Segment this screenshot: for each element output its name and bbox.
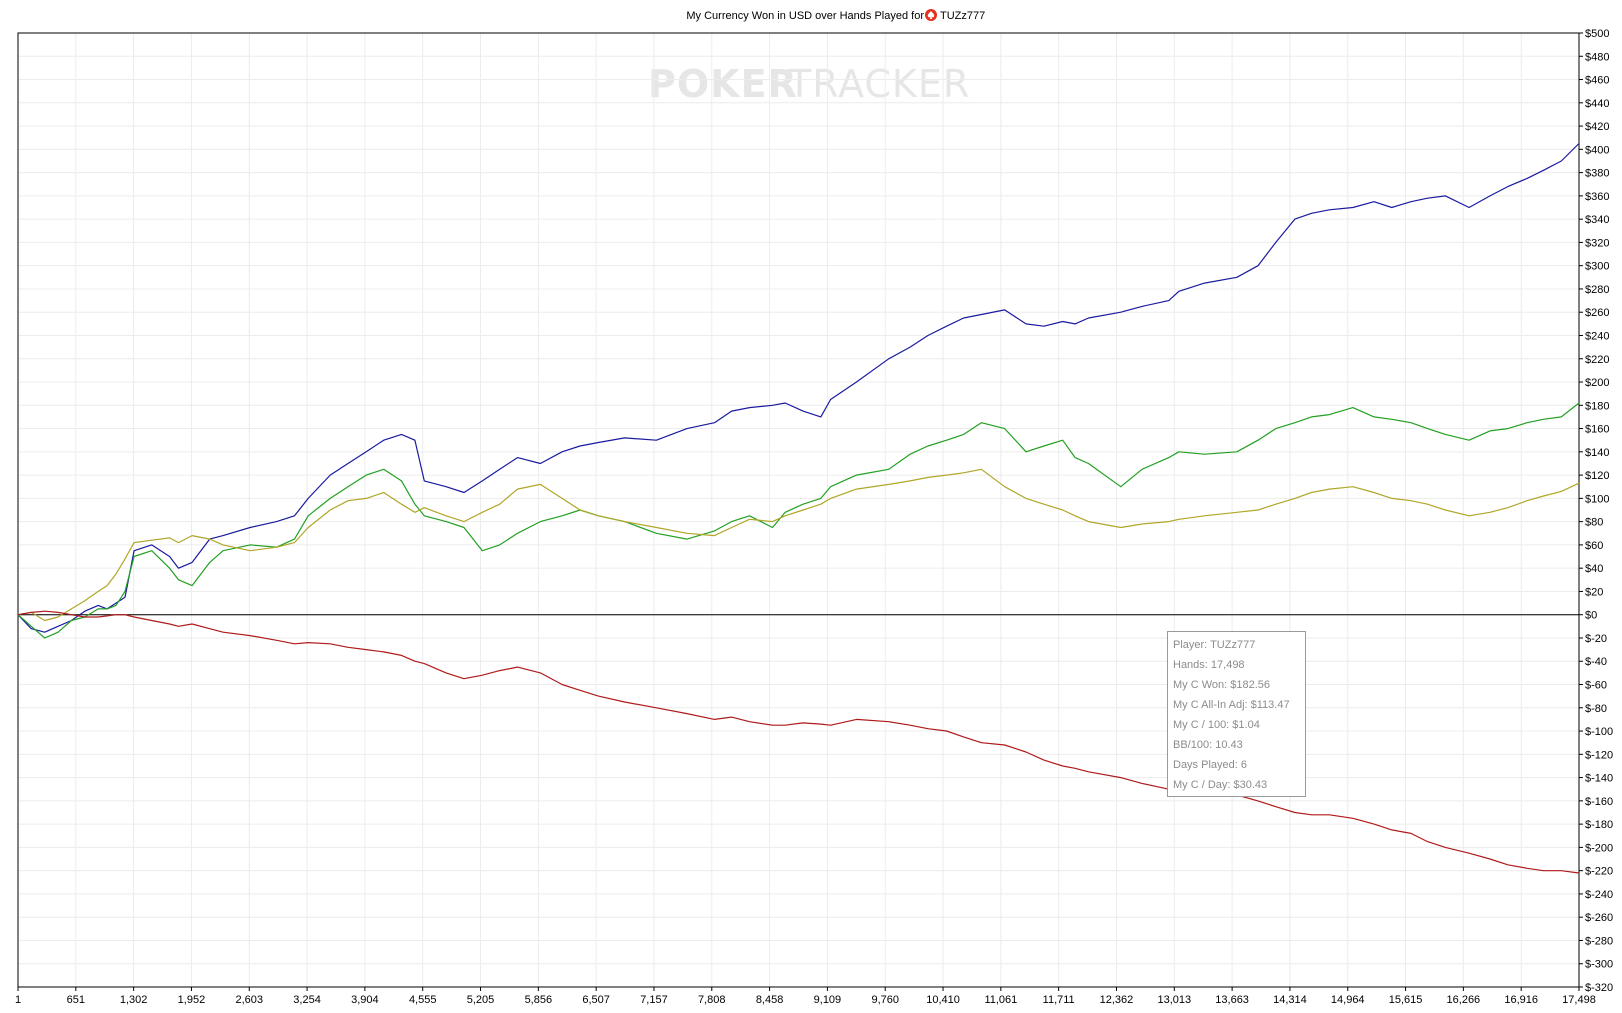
y-tick-label: $160 [1585,424,1609,436]
x-axis: 1 651 1,302 1,952 2,603 3,254 3,904 4,555 5,205 5… [15,987,1596,1006]
tooltip-days-played: Days Played: 6 [1173,759,1247,771]
y-tick-label: $180 [1585,400,1609,412]
x-tick-label: 1 [15,994,21,1006]
x-tick-label: 14,964 [1331,994,1365,1006]
y-tick-label: $400 [1585,144,1609,156]
x-tick-label: 5,856 [525,994,553,1006]
y-tick-label: $-160 [1585,796,1613,808]
x-tick-label: 4,555 [409,994,437,1006]
x-tick-label: 11,061 [984,994,1017,1006]
x-tick-label: 14,314 [1273,994,1307,1006]
y-tick-label: $220 [1585,354,1609,366]
tooltip-hands: Hands: 17,498 [1173,659,1245,671]
x-tick-label: 17,498 [1562,994,1596,1006]
y-tick-label: $-260 [1585,912,1613,924]
tooltip-won: My C Won: $182.56 [1173,679,1271,691]
x-tick-label: 12,362 [1100,994,1134,1006]
x-tick-label: 8,458 [756,994,784,1006]
y-tick-label: $480 [1585,51,1609,63]
y-axis: $500 $480 $460 $440 $420 $400 $380 $360 $340 $320… [1579,28,1613,994]
tooltip-bb-per-100: BB/100: 10.43 [1173,739,1243,751]
grid [17,32,1580,988]
plot-frame [17,32,1580,988]
y-tick-label: $440 [1585,98,1609,110]
y-tick-label: $40 [1585,563,1603,575]
y-tick-label: $380 [1585,168,1609,180]
y-tick-label: $-240 [1585,889,1613,901]
watermark-tracker: TRACKER [787,62,970,106]
x-tick-label: 651 [67,994,85,1006]
y-tick-label: $420 [1585,121,1609,133]
y-tick-label: $-80 [1585,703,1607,715]
x-tick-label: 5,205 [467,994,495,1006]
y-tick-label: $-320 [1585,982,1613,994]
tooltip-per-day: My C / Day: $30.43 [1173,779,1268,791]
y-tick-label: $60 [1585,540,1603,552]
y-tick-label: $340 [1585,214,1609,226]
summary-tooltip: Player: TUZz777 Hands: 17,498 My C Won: … [1167,631,1306,797]
series-layer [17,143,1580,874]
tooltip-per-100: My C / 100: $1.04 [1173,719,1260,731]
watermark: POKER TRACKER [648,62,970,106]
x-tick-label: 3,254 [293,994,321,1006]
x-tick-label: 1,302 [120,994,148,1006]
x-tick-label: 9,109 [814,994,842,1006]
y-tick-label: $200 [1585,377,1609,389]
y-tick-label: $-180 [1585,819,1613,831]
series-line-1 [17,143,1580,633]
y-tick-label: $-140 [1585,773,1613,785]
x-tick-label: 10,410 [926,994,960,1006]
chart-title-text: My Currency Won in USD over Hands Played… [686,10,924,22]
y-tick-label: $-20 [1585,633,1607,645]
x-tick-label: 9,760 [871,994,899,1006]
tooltip-player: Player: TUZz777 [1173,639,1256,651]
x-tick-label: 7,808 [698,994,726,1006]
y-tick-label: $-280 [1585,935,1613,947]
y-tick-label: $0 [1585,610,1597,622]
y-tick-label: $-60 [1585,680,1607,692]
watermark-poker: POKER [648,62,798,106]
x-tick-label: 16,266 [1447,994,1481,1006]
spade-chip-icon [925,9,937,21]
y-tick-label: $120 [1585,470,1609,482]
tooltip-allin-adj: My C All-In Adj: $113.47 [1173,699,1290,711]
y-tick-label: $300 [1585,261,1609,273]
x-tick-label: 11,711 [1043,994,1075,1006]
chart-title: My Currency Won in USD over Hands Played… [686,9,985,22]
x-tick-label: 15,615 [1389,994,1423,1006]
y-tick-label: $-120 [1585,749,1613,761]
x-tick-label: 7,157 [640,994,668,1006]
y-tick-label: $80 [1585,517,1603,529]
y-tick-label: $360 [1585,191,1609,203]
y-tick-label: $280 [1585,284,1609,296]
y-tick-label: $-40 [1585,656,1607,668]
y-tick-label: $320 [1585,237,1609,249]
series-line-2 [17,402,1580,639]
x-tick-label: 13,013 [1157,994,1191,1006]
chart-title-player: TUZz777 [940,10,985,22]
series-line-3 [17,468,1580,622]
y-tick-label: $240 [1585,330,1609,342]
y-tick-label: $-300 [1585,959,1613,971]
y-tick-label: $500 [1585,28,1609,40]
x-tick-label: 1,952 [178,994,206,1006]
y-tick-label: $20 [1585,586,1603,598]
x-tick-label: 2,603 [235,994,263,1006]
y-tick-label: $460 [1585,75,1609,87]
series-line-4 [17,610,1580,874]
x-tick-label: 6,507 [582,994,610,1006]
x-tick-label: 13,663 [1215,994,1249,1006]
y-tick-label: $100 [1585,493,1609,505]
x-tick-label: 16,916 [1504,994,1538,1006]
y-tick-label: $-220 [1585,866,1613,878]
y-tick-label: $260 [1585,307,1609,319]
y-tick-label: $-200 [1585,842,1613,854]
y-tick-label: $140 [1585,447,1609,459]
x-tick-label: 3,904 [351,994,379,1006]
y-tick-label: $-100 [1585,726,1613,738]
